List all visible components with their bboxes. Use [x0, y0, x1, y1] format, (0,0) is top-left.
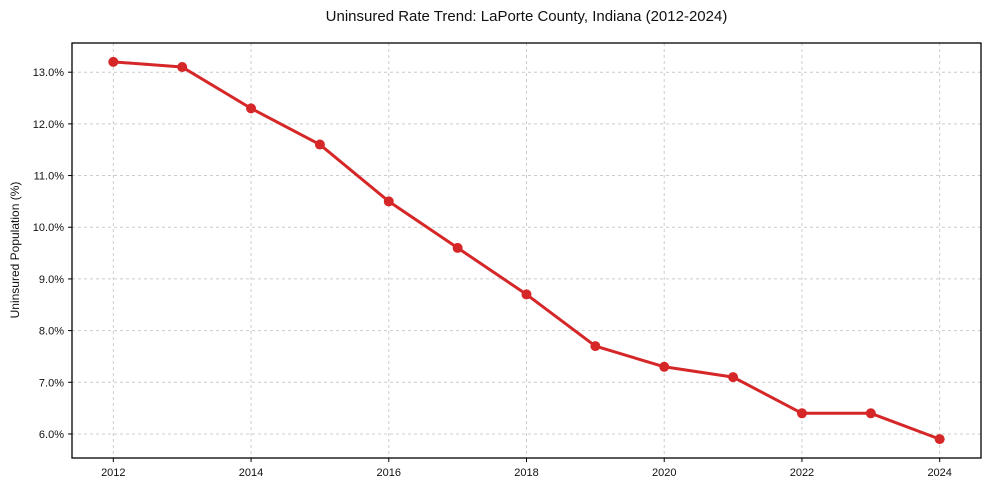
data-point-marker	[865, 408, 876, 419]
y-tick-label: 8.0%	[39, 326, 64, 338]
y-tick-label: 6.0%	[39, 429, 64, 441]
data-point-marker	[383, 196, 394, 207]
y-tick-label: 9.0%	[39, 274, 64, 286]
data-point-marker	[590, 341, 601, 352]
x-tick-label: 2016	[377, 467, 401, 479]
x-tick-label: 2024	[927, 467, 951, 479]
y-tick-label: 12.0%	[33, 119, 64, 131]
x-tick-label: 2012	[101, 467, 125, 479]
y-tick-label: 10.0%	[33, 222, 64, 234]
data-point-marker	[521, 289, 532, 300]
data-point-marker	[934, 434, 945, 445]
data-point-marker	[246, 103, 257, 114]
x-tick-label: 2014	[239, 467, 263, 479]
y-tick-label: 11.0%	[34, 171, 65, 183]
axis-ticks: 2012 2014 2016 2018 2020 2022 2024 6.0% 7.0% 8.0%…	[33, 67, 952, 479]
data-point-marker	[314, 139, 325, 150]
gridlines	[72, 43, 981, 458]
series-line	[111, 60, 942, 441]
chart-title: Uninsured Rate Trend: LaPorte County, In…	[325, 8, 728, 25]
data-point-marker	[177, 62, 188, 73]
x-tick-label: 2022	[790, 467, 814, 479]
data-point-marker	[659, 361, 670, 372]
data-point-marker	[108, 56, 119, 67]
data-point-marker	[728, 372, 739, 383]
x-tick-label: 2020	[652, 467, 676, 479]
data-point-marker	[452, 242, 463, 253]
x-tick-label: 2018	[514, 467, 538, 479]
y-tick-label: 7.0%	[39, 377, 64, 389]
y-tick-label: 13.0%	[33, 67, 64, 79]
data-point-marker	[796, 408, 807, 419]
series-markers	[108, 56, 945, 445]
